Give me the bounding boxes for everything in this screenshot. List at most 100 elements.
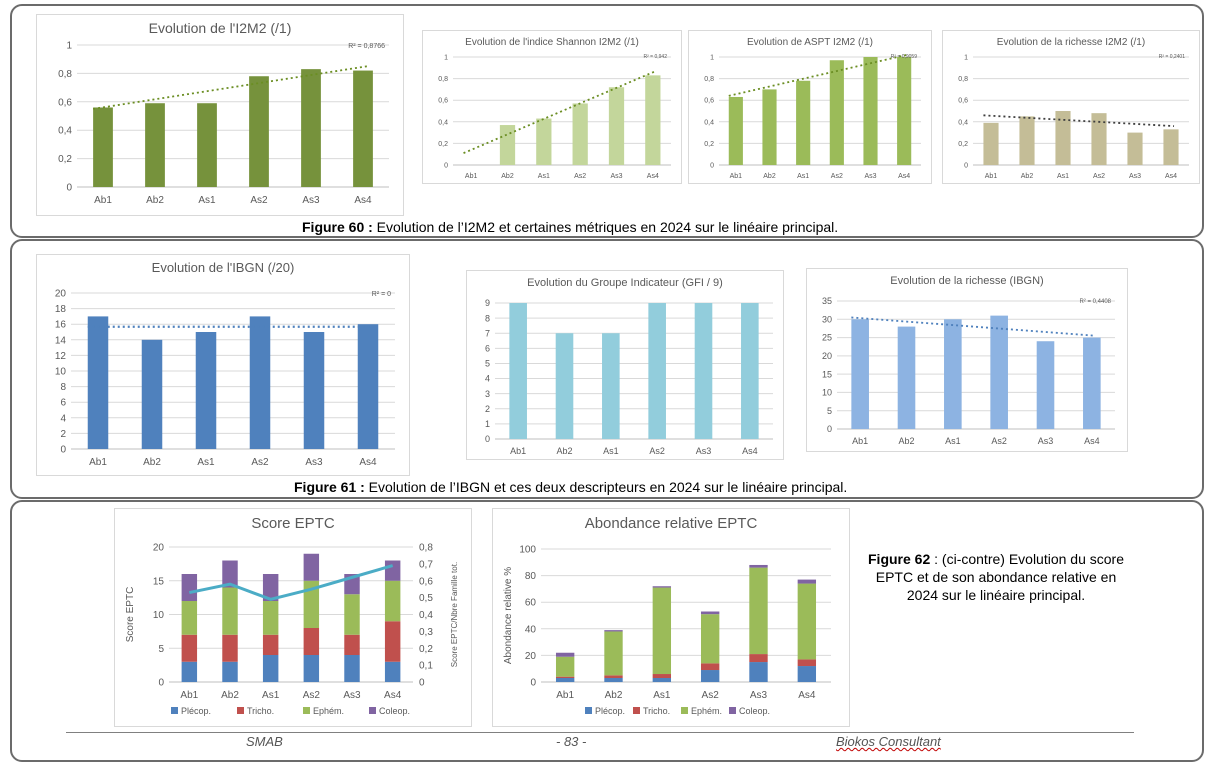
x-tick-label: Ab1	[465, 173, 478, 180]
chart-svg-richesse_i2m2: Evolution de la richesse I2M2 (/1) 0 0,2 0,…	[958, 37, 1189, 180]
bar-plcop-as1	[262, 655, 279, 682]
y-tick-label: 0,4	[58, 126, 72, 137]
x-tick-label: As3	[302, 195, 320, 206]
x-tick-label: As4	[354, 195, 372, 206]
y-tick-label: 60	[525, 598, 537, 609]
figure-61-label: Figure 61 :	[294, 479, 365, 495]
y2-tick-label: 0,7	[419, 559, 433, 570]
chart-title: Evolution de l'IBGN (/20)	[152, 260, 295, 275]
bar-as3	[301, 69, 321, 187]
y-tick-label: 5	[485, 359, 490, 369]
bar-coleop-as1	[262, 574, 279, 601]
y2-tick-label: 0,4	[419, 610, 433, 621]
chart-svg-abondance_eptc: Abondance relative EPTC 0 20 40 60 80 100 Ab1 Ab…	[503, 515, 831, 716]
bar-plcop-as2	[303, 655, 320, 682]
y-tick-label: 0,8	[958, 76, 968, 83]
bar-as1	[1055, 111, 1071, 165]
y2-tick-label: 0,2	[419, 644, 433, 655]
x-tick-label: As1	[603, 446, 619, 456]
x-tick-label: As4	[898, 173, 910, 180]
bar-ab2	[499, 125, 516, 165]
legend-label: Coleop.	[739, 706, 770, 716]
y-tick-label: 6	[60, 398, 66, 409]
x-tick-label: As2	[1093, 173, 1105, 180]
bar-as2	[829, 60, 844, 165]
r-squared-label: R² = 0,9059	[891, 54, 917, 60]
y-tick-label: 0,4	[704, 119, 714, 126]
chart-title: Evolution de la richesse I2M2 (/1)	[997, 37, 1145, 48]
bar-coleop-ab1	[555, 652, 575, 657]
y-tick-label: 20	[55, 289, 67, 300]
x-tick-label: As3	[1129, 173, 1141, 180]
y-tick-label: 40	[525, 624, 537, 635]
bar-ephm-as4	[797, 583, 817, 660]
bar-as4	[645, 75, 661, 165]
bar-ab1	[93, 107, 113, 187]
y-tick-label: 0,6	[958, 98, 968, 105]
y-tick-label: 20	[153, 543, 165, 554]
bar-as4	[353, 70, 373, 187]
bar-ab2	[145, 103, 165, 187]
x-tick-label: Ab2	[556, 446, 572, 456]
x-tick-label: As3	[610, 173, 622, 180]
x-tick-label: As3	[750, 690, 768, 701]
x-tick-label: Ab2	[146, 195, 164, 206]
bar-tricho-ab2	[604, 675, 623, 679]
y-tick-label: 8	[485, 313, 490, 323]
chart-aspt: Evolution de ASPT I2M2 (/1) 0 0,2 0,4 0,6 0,8…	[688, 30, 932, 184]
bar-plcop-ab1	[181, 661, 198, 682]
x-tick-label: Ab1	[852, 436, 868, 446]
chart-title: Evolution de l'I2M2 (/1)	[149, 20, 292, 36]
bar-as3	[694, 303, 713, 439]
y-tick-label: 15	[153, 576, 165, 587]
x-tick-label: As4	[798, 690, 816, 701]
figure-62-text: : (ci-contre) Evolution du score EPTC et…	[875, 551, 1124, 603]
legend-swatch-coleop	[729, 707, 736, 714]
x-tick-label: Ab2	[143, 457, 161, 468]
bar-as4	[1083, 337, 1101, 429]
bar-as1	[195, 332, 217, 449]
y-tick-label: 100	[519, 545, 536, 556]
x-tick-label: As3	[864, 173, 876, 180]
x-tick-label: As1	[262, 690, 280, 701]
y-tick-label: 0,8	[58, 69, 72, 80]
chart-svg-score_eptc: Score EPTC 0 5 10 15 20 Ab1 Ab2 As1 As2 As3 As4 Scor…	[125, 515, 459, 716]
bar-as2	[1091, 113, 1107, 165]
figure-62-label: Figure 62	[868, 551, 931, 567]
x-tick-label: Ab2	[763, 173, 776, 180]
chart-svg-gfi: Evolution du Groupe Indicateur (GFI / 9)…	[485, 277, 773, 456]
chart-title: Evolution de la richesse (IBGN)	[890, 275, 1043, 287]
x-tick-label: As2	[831, 173, 843, 180]
bar-ephm-as3	[749, 567, 768, 655]
y-tick-label: 14	[55, 335, 67, 346]
bar-ephm-as4	[384, 580, 401, 622]
figure-61-panel	[10, 239, 1204, 499]
y-tick-label: 0	[710, 162, 714, 169]
x-tick-label: As4	[359, 457, 377, 468]
trendline	[983, 114, 1175, 128]
r-squared-label: R² = 0,4408	[1079, 299, 1111, 305]
x-tick-label: Ab1	[94, 195, 112, 206]
legend-label: Plécop.	[181, 706, 211, 716]
y-tick-label: 7	[485, 328, 490, 338]
y-tick-label: 1	[444, 54, 448, 61]
chart-abondance-eptc: Abondance relative EPTC 0 20 40 60 80 100 Ab1 Ab…	[492, 508, 850, 727]
x-tick-label: As4	[647, 173, 659, 180]
figure-60-label: Figure 60 :	[302, 219, 373, 235]
bar-coleop-as2	[303, 553, 320, 581]
y2-tick-label: 0,6	[419, 576, 433, 587]
y-tick-label: 1	[66, 41, 72, 52]
y-tick-label: 0	[444, 162, 448, 169]
y2-tick-label: 0,8	[419, 543, 433, 554]
bar-ab1	[851, 319, 869, 429]
y-tick-label: 80	[525, 571, 537, 582]
bar-ephm-ab2	[222, 587, 238, 635]
chart-title: Evolution de l'indice Shannon I2M2 (/1)	[465, 37, 639, 48]
figure-61-caption: Figure 61 : Evolution de l’IBGN et ces d…	[294, 479, 847, 495]
y-tick-label: 4	[60, 413, 66, 424]
bar-as1	[602, 333, 620, 439]
bar-tricho-as4	[797, 659, 817, 667]
y-tick-label: 0	[158, 678, 164, 689]
x-tick-label: As4	[742, 446, 758, 456]
bar-as3	[608, 87, 625, 165]
